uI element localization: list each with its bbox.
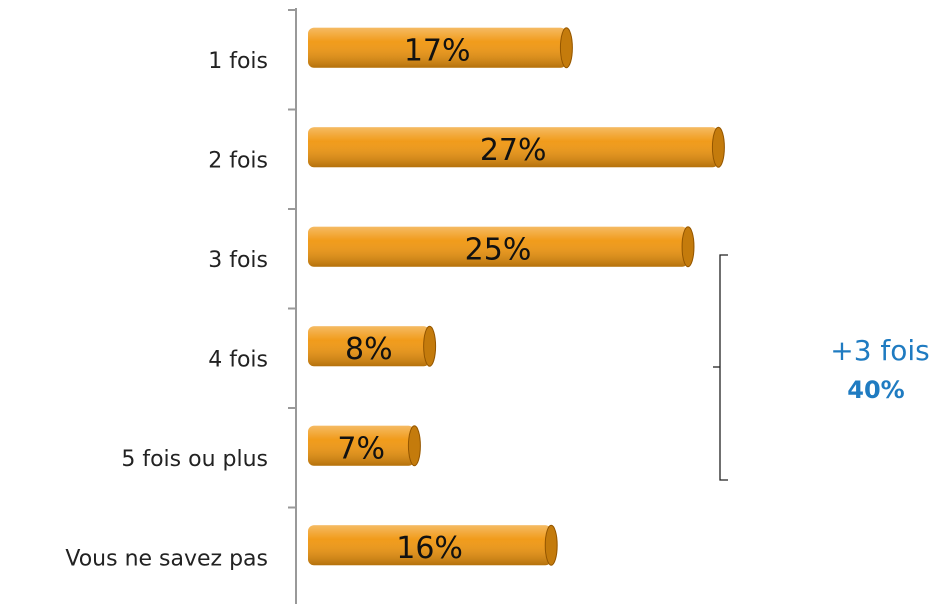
- bar-shine: [308, 27, 567, 68]
- bar-end-shade: [682, 226, 694, 267]
- value-label: 7%: [337, 431, 385, 466]
- value-label: 17%: [404, 33, 471, 68]
- value-label: 27%: [480, 133, 547, 168]
- bar-end-shade: [545, 525, 558, 566]
- bracket-line: [719, 254, 728, 481]
- bar-end: [681, 226, 695, 268]
- bar-end: [407, 425, 421, 467]
- bar-end-shade: [423, 326, 436, 367]
- bar-end: [711, 126, 725, 168]
- bar-end-shade: [560, 27, 573, 68]
- annotation-value: 40%: [847, 376, 904, 404]
- bar-shine: [308, 127, 719, 168]
- bar-shine: [308, 425, 415, 466]
- annotation-label: +3 fois: [830, 334, 930, 367]
- category-label: 1 fois: [208, 49, 268, 74]
- category-label: Vous ne savez pas: [65, 546, 268, 571]
- bracket: [713, 254, 728, 481]
- bar-shine: [308, 226, 688, 267]
- category-label: 4 fois: [208, 347, 268, 372]
- value-label: 16%: [396, 531, 463, 566]
- value-label: 25%: [465, 232, 532, 267]
- category-label: 5 fois ou plus: [121, 447, 268, 472]
- value-label: 8%: [345, 332, 393, 367]
- bar-end: [559, 27, 573, 69]
- category-label: 3 fois: [208, 248, 268, 273]
- category-label: 2 fois: [208, 148, 268, 173]
- bar-shine: [308, 525, 552, 566]
- bar-shine: [308, 326, 430, 367]
- bar-end: [544, 524, 558, 566]
- bar-end: [423, 325, 437, 367]
- bar-end-shade: [712, 127, 725, 168]
- bar-end-shade: [408, 425, 421, 466]
